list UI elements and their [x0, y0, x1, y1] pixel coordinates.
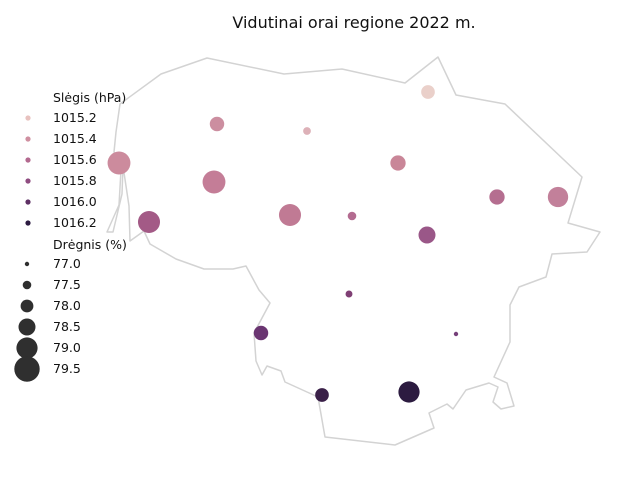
humidity-legend-swatch	[14, 356, 40, 382]
humidity-legend-items: 77.0 77.5 78.0 78.5 79.0 79.5	[14, 256, 81, 382]
weather-station-bubble	[278, 203, 302, 227]
pressure-legend-label: 1015.4	[53, 131, 97, 146]
humidity-legend-label: 79.5	[53, 361, 81, 376]
pressure-legend-swatch	[25, 136, 31, 142]
weather-station-bubble	[421, 85, 435, 99]
humidity-legend-swatch	[22, 280, 32, 290]
pressure-legend-title: Slėgis (hPa)	[53, 90, 126, 105]
humidity-legend-label: 79.0	[53, 340, 81, 355]
weather-station-bubble	[453, 331, 459, 337]
humidity-legend-label: 78.0	[53, 298, 81, 313]
weather-station-bubble	[345, 290, 353, 298]
humidity-legend-swatch	[20, 299, 34, 313]
weather-station-bubble	[202, 170, 226, 194]
humidity-legend-swatch	[24, 261, 30, 267]
weather-station-bubble	[253, 325, 269, 341]
pressure-legend-label: 1016.2	[53, 215, 97, 230]
chart-title: Vidutinai orai regione 2022 m.	[232, 13, 475, 32]
pressure-legend-items: 1015.2 1015.4 1015.6 1015.8 1016.0 1016.2	[25, 110, 97, 230]
pressure-legend-swatch	[25, 157, 31, 163]
weather-station-bubble	[398, 381, 420, 403]
pressure-legend-swatch	[25, 220, 31, 226]
humidity-legend-label: 77.0	[53, 256, 81, 271]
weather-station-bubble	[418, 226, 436, 244]
weather-station-bubble	[209, 116, 225, 132]
pressure-legend-label: 1015.8	[53, 173, 97, 188]
pressure-legend-label: 1016.0	[53, 194, 97, 209]
humidity-legend-title: Drėgnis (%)	[53, 237, 127, 252]
weather-station-bubble	[303, 127, 311, 135]
weather-station-bubble	[315, 388, 329, 402]
humidity-legend-swatch	[16, 337, 38, 359]
humidity-legend-swatch	[18, 318, 36, 336]
weather-station-bubble	[347, 211, 357, 221]
pressure-legend-swatch	[25, 178, 31, 184]
weather-station-bubble	[137, 210, 161, 234]
weather-station-bubble	[107, 151, 131, 175]
pressure-legend-label: 1015.6	[53, 152, 97, 167]
legend: Slėgis (hPa) 1015.21015.41015.61015.8101…	[14, 90, 127, 382]
weather-bubbles	[107, 85, 569, 403]
humidity-legend-label: 77.5	[53, 277, 81, 292]
weather-station-bubble	[547, 186, 569, 208]
pressure-legend-swatch	[25, 115, 31, 121]
humidity-legend-label: 78.5	[53, 319, 81, 334]
weather-station-bubble	[390, 155, 406, 171]
weather-station-bubble	[489, 189, 505, 205]
region-outline	[106, 56, 601, 446]
pressure-legend-swatch	[25, 199, 31, 205]
pressure-legend-label: 1015.2	[53, 110, 97, 125]
